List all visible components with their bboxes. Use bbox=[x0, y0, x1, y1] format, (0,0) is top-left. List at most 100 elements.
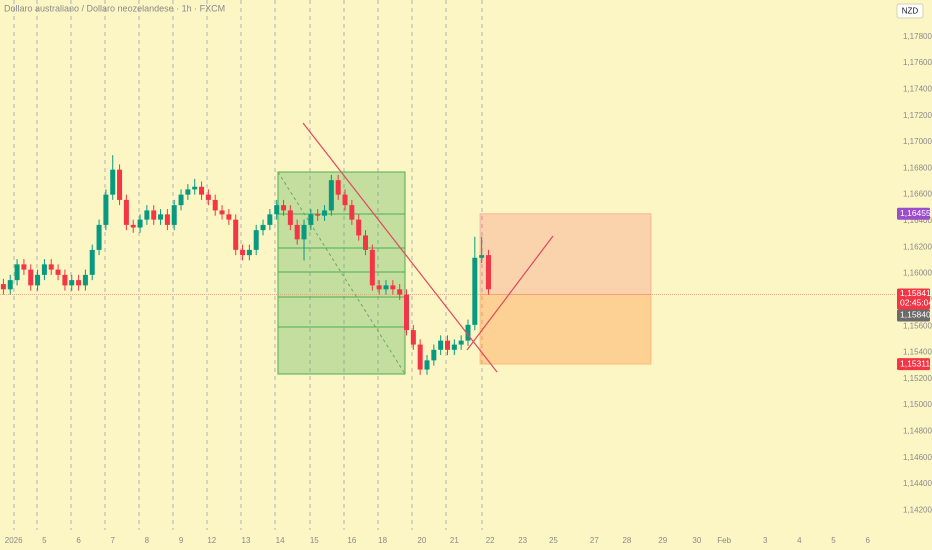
fib-levels bbox=[278, 213, 405, 328]
x-tick-label: 18 bbox=[378, 536, 387, 545]
x-tick-label: 5 bbox=[42, 536, 47, 545]
y-tick-label: 1,14200 bbox=[903, 505, 932, 514]
candle-body bbox=[458, 340, 464, 345]
price-tag bbox=[897, 288, 930, 310]
candle-body bbox=[342, 194, 348, 206]
candle-body bbox=[253, 230, 259, 250]
candle-body bbox=[349, 205, 355, 220]
candle-body bbox=[7, 280, 13, 290]
price-tag bbox=[897, 309, 930, 322]
candle-body bbox=[62, 274, 68, 286]
candle-body bbox=[76, 280, 82, 286]
x-tick-label: 28 bbox=[622, 536, 631, 545]
x-tick-label: 9 bbox=[179, 536, 184, 545]
candle-body bbox=[445, 340, 450, 350]
candle-body bbox=[130, 224, 136, 228]
candle-body bbox=[451, 344, 457, 350]
candle-body bbox=[178, 194, 184, 206]
x-tick-label: 23 bbox=[518, 536, 527, 545]
candle-body bbox=[369, 249, 375, 286]
y-tick-label: 1,16200 bbox=[903, 242, 932, 251]
candle-body bbox=[397, 289, 403, 295]
candle-body bbox=[48, 264, 54, 270]
candle-body bbox=[301, 224, 307, 240]
x-tick-label: 12 bbox=[207, 536, 216, 545]
x-tick-label: 29 bbox=[658, 536, 667, 545]
candle-body bbox=[308, 214, 314, 225]
candle-body bbox=[438, 340, 444, 350]
x-tick-label: 21 bbox=[450, 536, 459, 545]
candle-body bbox=[151, 210, 157, 220]
price-tag-label: 1,15311 bbox=[900, 358, 930, 368]
candle-body bbox=[246, 249, 252, 256]
candle-body bbox=[335, 180, 341, 195]
y-tick-label: 1,14800 bbox=[903, 426, 932, 435]
y-tick-label: 1,15400 bbox=[903, 348, 932, 357]
candle-body bbox=[96, 224, 102, 250]
x-tick-label: 20 bbox=[417, 536, 426, 545]
x-tick-label: 27 bbox=[590, 536, 599, 545]
candle-body bbox=[212, 199, 218, 211]
y-tick-label: 1,17200 bbox=[903, 111, 932, 120]
x-tick-label: 14 bbox=[276, 536, 285, 545]
candle-body bbox=[465, 324, 471, 341]
candle-body bbox=[260, 224, 266, 231]
price-tag-label: 1,15840 bbox=[900, 310, 931, 320]
candle-body bbox=[410, 330, 416, 345]
candle-body bbox=[294, 224, 300, 240]
candle-body bbox=[103, 194, 109, 225]
candle-body bbox=[431, 349, 437, 361]
x-tick-label: 4 bbox=[797, 536, 802, 545]
candle-body bbox=[390, 285, 396, 290]
x-tick-label: 30 bbox=[692, 536, 701, 545]
candle-body bbox=[219, 210, 225, 215]
price-tag-label: 1,15841 bbox=[900, 288, 931, 298]
candles bbox=[0, 155, 491, 375]
candle-body bbox=[123, 199, 129, 225]
candle-body bbox=[479, 255, 485, 258]
x-tick-label: 22 bbox=[486, 536, 495, 545]
y-tick-label: 1,16800 bbox=[903, 163, 932, 172]
stop-zone bbox=[479, 213, 652, 295]
x-tick-label: 6 bbox=[76, 536, 81, 545]
candle-body bbox=[41, 264, 47, 275]
y-tick-label: 1,17400 bbox=[903, 85, 932, 94]
candle-body bbox=[89, 249, 95, 275]
candle-body bbox=[164, 214, 170, 225]
candle-body bbox=[274, 205, 280, 215]
y-tick-label: 1,17600 bbox=[903, 58, 932, 67]
candle-body bbox=[28, 269, 34, 286]
currency-label[interactable]: NZD bbox=[902, 7, 919, 16]
y-tick-label: 1,17800 bbox=[903, 32, 932, 41]
candle-body bbox=[328, 180, 334, 211]
y-tick-label: 1,17000 bbox=[903, 137, 932, 146]
x-tick-label: 13 bbox=[242, 536, 251, 545]
candle-body bbox=[281, 205, 287, 211]
candle-body bbox=[14, 264, 20, 281]
candle-body bbox=[69, 280, 75, 286]
candle-body bbox=[35, 274, 41, 286]
candle-body bbox=[472, 257, 478, 325]
candle-body bbox=[192, 186, 198, 190]
x-tick-label: 5 bbox=[831, 536, 836, 545]
candle-body bbox=[158, 214, 164, 220]
candle-body bbox=[240, 249, 246, 256]
candle-body bbox=[55, 269, 61, 275]
trend-line bbox=[302, 122, 498, 373]
target-zone bbox=[479, 293, 652, 365]
candle-body bbox=[21, 264, 27, 270]
y-tick-label: 1,16400 bbox=[903, 216, 932, 225]
currency-button[interactable] bbox=[896, 3, 924, 19]
candle-body bbox=[82, 274, 88, 286]
candle-body bbox=[424, 360, 430, 370]
x-tick-label: 2026 bbox=[5, 536, 23, 545]
x-tick-label: Feb bbox=[717, 536, 731, 545]
candle-body bbox=[233, 219, 239, 250]
fib-diagonal bbox=[277, 171, 406, 375]
candle-body bbox=[199, 186, 205, 195]
x-tick-label: 16 bbox=[347, 536, 356, 545]
candle-body bbox=[137, 219, 143, 228]
